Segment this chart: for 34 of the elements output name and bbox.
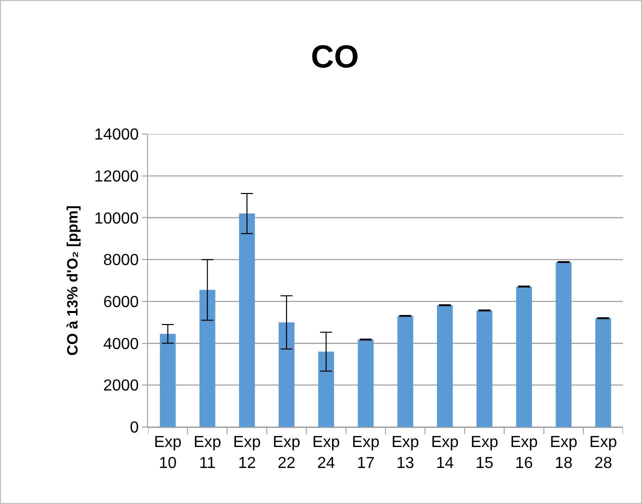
chart-title: CO bbox=[310, 38, 359, 75]
x-tick-label: Exp 14 bbox=[431, 434, 459, 472]
x-tick-label: Exp 16 bbox=[510, 434, 538, 472]
bar bbox=[239, 214, 255, 427]
bar bbox=[358, 340, 374, 427]
x-tick-label: Exp 11 bbox=[194, 434, 222, 472]
x-tick-label: Exp 24 bbox=[312, 434, 340, 472]
y-tick-label: 12000 bbox=[94, 168, 139, 186]
bar bbox=[397, 316, 414, 427]
y-tick-label: 8000 bbox=[103, 252, 139, 270]
y-tick-label: 14000 bbox=[94, 126, 139, 144]
bar bbox=[199, 290, 216, 427]
y-tick-label: 4000 bbox=[103, 336, 139, 353]
bar bbox=[516, 286, 532, 427]
x-tick-label: Exp 18 bbox=[550, 434, 578, 472]
x-tick-label: Exp 10 bbox=[154, 434, 182, 472]
x-tick-label: Exp 28 bbox=[589, 434, 618, 472]
bar bbox=[278, 322, 294, 427]
bar bbox=[556, 262, 572, 427]
y-tick-label: 6000 bbox=[103, 294, 139, 312]
x-tick-label: Exp 22 bbox=[272, 434, 300, 472]
y-tick-label: 2000 bbox=[103, 378, 139, 395]
bar bbox=[436, 305, 453, 427]
y-axis-title: CO à 13% d'O₂ [ppm] bbox=[64, 205, 82, 356]
x-tick-label: Exp 12 bbox=[233, 434, 261, 472]
bar bbox=[318, 352, 334, 427]
bar bbox=[595, 318, 612, 427]
x-tick-label: Exp 17 bbox=[352, 434, 380, 472]
bar bbox=[160, 334, 176, 427]
x-tick-label: Exp 13 bbox=[392, 434, 420, 472]
bar bbox=[476, 310, 492, 427]
x-tick-label: Exp 15 bbox=[470, 434, 498, 472]
y-tick-label: 10000 bbox=[94, 210, 139, 228]
y-tick-label: 0 bbox=[130, 420, 139, 437]
